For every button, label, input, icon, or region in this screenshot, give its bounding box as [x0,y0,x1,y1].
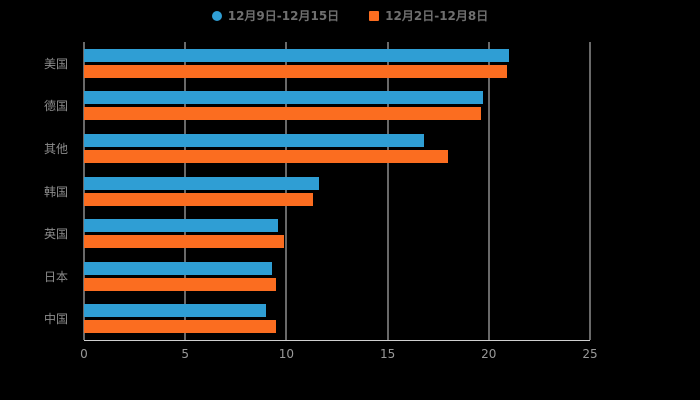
gridline [285,42,287,340]
category-label: 韩国 [43,184,68,199]
gridline [387,42,389,340]
gridline [589,42,591,340]
bar [84,64,508,78]
bar [84,48,510,62]
bar [84,192,313,206]
x-tick-label: 25 [582,347,598,361]
x-tick-label: 20 [481,347,497,361]
bar-row [84,212,590,255]
bar-row [84,255,590,298]
bar [84,133,425,147]
legend-circle-marker [211,10,222,21]
x-axis-labels: 0 5 10 15 20 25 [80,347,597,363]
bar [84,261,273,275]
bar [84,149,449,163]
bar [84,320,277,334]
gridline [83,42,85,340]
bar [84,91,483,105]
legend-item-1[interactable]: 12月2日-12月8日 [369,7,488,24]
legend-label: 12月9日-12月15日 [227,9,340,23]
bar-row [84,85,590,128]
x-tick-label: 15 [379,347,396,361]
bar [84,107,481,121]
x-tick-label: 0 [80,347,88,361]
bar [84,219,279,233]
category-label: 美国 [43,56,68,71]
gridline [184,42,186,340]
category-label: 其他 [43,141,68,156]
bar-rows [84,42,590,340]
chart-legend: 12月9日-12月15日 12月2日-12月8日 [0,7,700,24]
bar-row [84,42,590,85]
bar-row [84,170,590,213]
category-label: 英国 [43,227,68,242]
bar [84,176,319,190]
legend-item-0[interactable]: 12月9日-12月15日 [211,7,340,24]
plot-area [83,42,591,341]
y-axis-labels: 美国德国其他韩国英国日本中国 [0,42,78,340]
bar [84,304,267,318]
legend-square-marker [369,10,380,21]
category-label: 中国 [43,312,68,327]
category-label: 德国 [43,99,68,114]
bar-row [84,127,590,170]
x-tick-label: 5 [181,347,190,361]
bar-row [84,297,590,340]
bar [84,235,285,249]
x-tick-label: 10 [278,347,295,361]
gridline [488,42,490,340]
legend-label: 12月2日-12月8日 [385,9,489,23]
bar [84,277,277,291]
category-label: 日本 [43,269,68,284]
